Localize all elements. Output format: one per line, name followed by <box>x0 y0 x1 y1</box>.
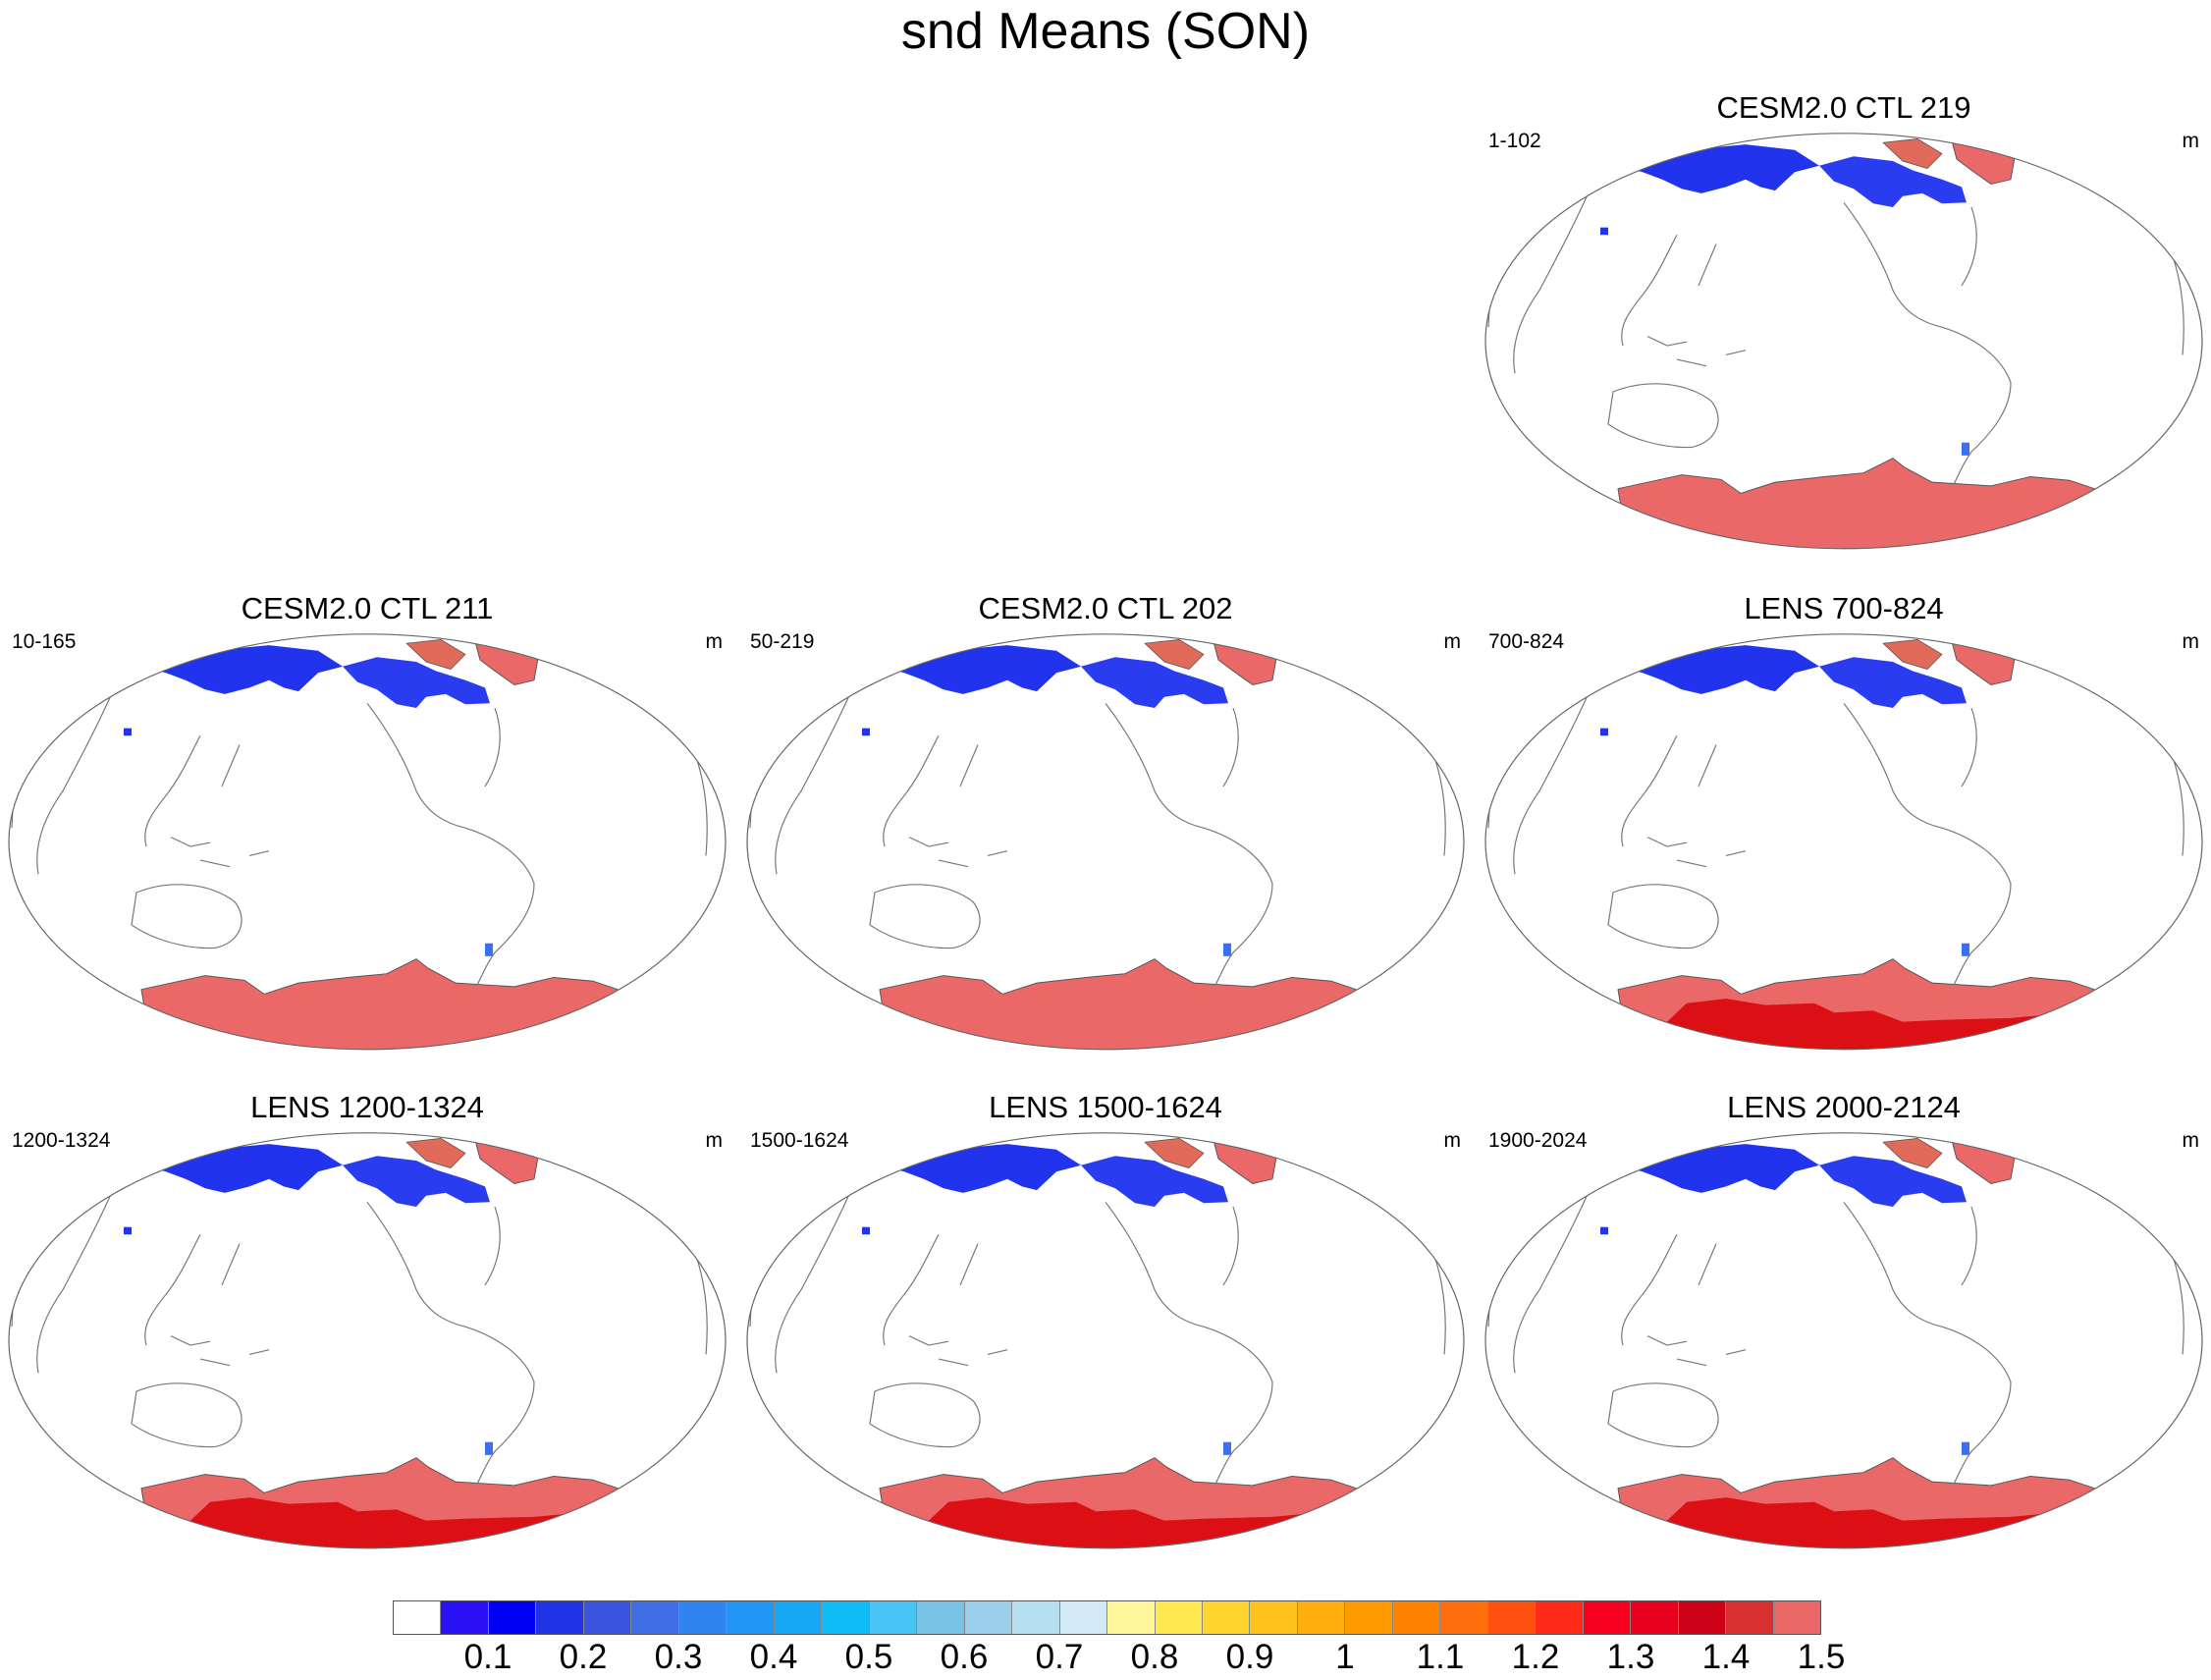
panel-range: 1-102 <box>1488 130 1541 152</box>
colorbar-swatch <box>822 1601 870 1634</box>
colorbar-swatch <box>869 1601 918 1634</box>
panel-title: LENS 1500-1624 <box>989 1090 1222 1124</box>
colorbar <box>393 1600 1821 1635</box>
colorbar-swatch <box>917 1601 965 1634</box>
panel-title: CESM2.0 CTL 219 <box>1716 90 1971 125</box>
colorbar-swatch <box>1107 1601 1156 1634</box>
colorbar-tick-label: 0.5 <box>844 1638 893 1676</box>
colorbar-swatch <box>1155 1601 1203 1634</box>
panel-units: m <box>1443 630 1462 653</box>
map-panel-ctl-219: CESM2.0 CTL 219 1-102 m <box>1481 90 2207 552</box>
colorbar-swatch <box>1250 1601 1298 1634</box>
globe-map <box>8 1132 727 1549</box>
colorbar-tick-label: 1.5 <box>1797 1638 1846 1676</box>
colorbar-swatch <box>727 1601 775 1634</box>
globe-map <box>8 633 727 1051</box>
colorbar-swatch <box>1345 1601 1393 1634</box>
colorbar-swatch <box>488 1601 537 1634</box>
colorbar-tick-label: 0.8 <box>1130 1638 1179 1676</box>
panel-range: 1200-1324 <box>12 1129 111 1152</box>
colorbar-swatch <box>1773 1601 1821 1634</box>
colorbar-swatch <box>1487 1601 1537 1634</box>
colorbar-swatch <box>583 1601 632 1634</box>
colorbar-tick-label: 0.6 <box>940 1638 989 1676</box>
colorbar-tick-label: 1.3 <box>1606 1638 1655 1676</box>
panel-title: LENS 1200-1324 <box>250 1090 484 1124</box>
colorbar-swatch <box>394 1601 442 1634</box>
globe-map <box>746 1132 1465 1549</box>
colorbar-tick-label: 0.4 <box>749 1638 798 1676</box>
panel-units: m <box>2182 630 2200 653</box>
panel-range: 700-824 <box>1488 630 1565 653</box>
colorbar-swatch <box>1392 1601 1441 1634</box>
panel-range: 1900-2024 <box>1488 1129 1588 1152</box>
colorbar-tick-label: 1.4 <box>1701 1638 1751 1676</box>
colorbar-tick-label: 0.9 <box>1225 1638 1274 1676</box>
colorbar-swatch <box>1059 1601 1108 1634</box>
colorbar-swatch <box>1440 1601 1488 1634</box>
map-panel-lens-1500: LENS 1500-1624 1500-1624 m <box>742 1090 1469 1551</box>
panel-units: m <box>2182 1129 2200 1152</box>
globe-map <box>746 633 1465 1051</box>
colorbar-tick-label: 1.1 <box>1416 1638 1465 1676</box>
panel-units: m <box>2182 130 2200 152</box>
colorbar-swatch <box>631 1601 679 1634</box>
colorbar-swatch <box>1536 1601 1584 1634</box>
panel-title: CESM2.0 CTL 202 <box>978 591 1233 625</box>
colorbar-swatch <box>964 1601 1013 1634</box>
map-panel-lens-2000: LENS 2000-2124 1900-2024 m <box>1481 1090 2207 1551</box>
panel-title: LENS 700-824 <box>1744 591 1944 625</box>
globe-map <box>1484 1132 2203 1549</box>
panel-range: 1500-1624 <box>750 1129 849 1152</box>
colorbar-swatch <box>774 1601 823 1634</box>
colorbar-swatch <box>1726 1601 1774 1634</box>
panel-units: m <box>1443 1129 1462 1152</box>
colorbar-swatch <box>1678 1601 1727 1634</box>
colorbar-swatch <box>1012 1601 1060 1634</box>
globe-map <box>1484 133 2203 550</box>
colorbar-tick-label: 0.2 <box>559 1638 608 1676</box>
panel-title: CESM2.0 CTL 211 <box>241 591 494 625</box>
panel-units: m <box>705 1129 724 1152</box>
map-panel-lens-1200: LENS 1200-1324 1200-1324 m <box>4 1090 730 1551</box>
colorbar-swatch <box>1631 1601 1679 1634</box>
colorbar-swatch <box>441 1601 489 1634</box>
colorbar-tick-label: 0.3 <box>654 1638 703 1676</box>
colorbar-swatch <box>678 1601 728 1634</box>
colorbar-tick-label: 1.2 <box>1511 1638 1560 1676</box>
page-title: snd Means (SON) <box>900 3 1311 60</box>
map-panel-ctl-211: CESM2.0 CTL 211 10-165 m <box>4 591 730 1053</box>
colorbar-swatch <box>536 1601 584 1634</box>
colorbar-tick-label: 0.7 <box>1035 1638 1084 1676</box>
panel-range: 50-219 <box>750 630 815 653</box>
colorbar-swatch <box>1583 1601 1632 1634</box>
panel-units: m <box>705 630 724 653</box>
globe-map <box>1484 633 2203 1051</box>
map-panel-lens-700: LENS 700-824 700-824 m <box>1481 591 2207 1053</box>
panel-range: 10-165 <box>12 630 77 653</box>
map-panel-ctl-202: CESM2.0 CTL 202 50-219 m <box>742 591 1469 1053</box>
colorbar-tick-label: 0.1 <box>463 1638 512 1676</box>
panel-title: LENS 2000-2124 <box>1727 1090 1961 1124</box>
colorbar-labels: 0.1 0.2 0.3 0.4 0.5 0.6 0.7 0.8 0.9 1 1.1 1.2 1.3 1.4… <box>393 1638 1846 1677</box>
colorbar-tick-label: 1 <box>1335 1638 1355 1676</box>
colorbar-swatch <box>1202 1601 1251 1634</box>
colorbar-swatch <box>1297 1601 1346 1634</box>
